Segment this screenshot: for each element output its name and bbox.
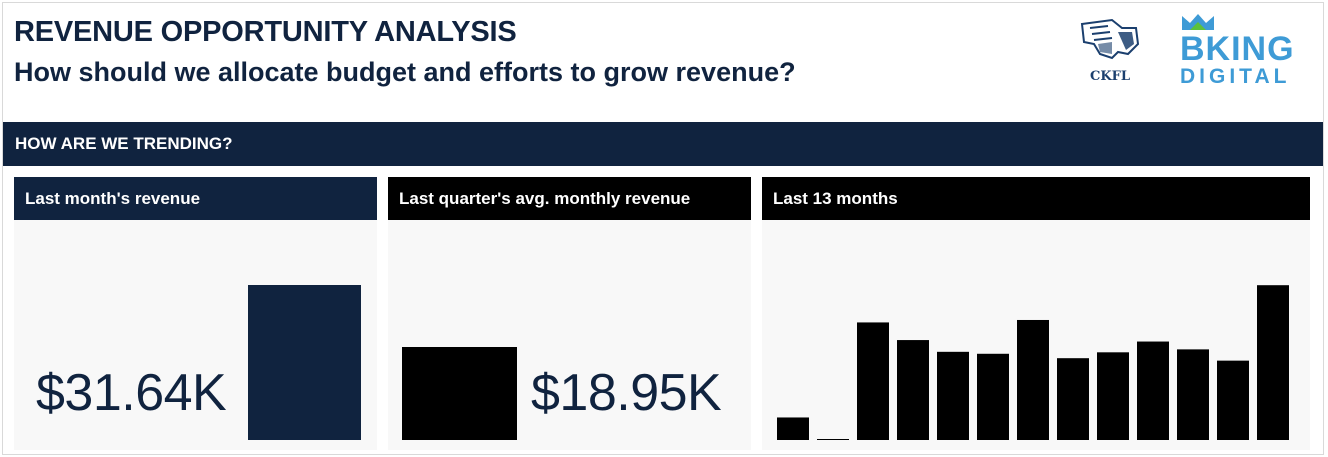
bking-logo-word: BKING — [1180, 30, 1295, 68]
chart-bar-month-12 — [1217, 360, 1249, 440]
bking-digital-logo: BKING DIGITAL — [1176, 12, 1316, 88]
chart-bar-month-3 — [857, 322, 889, 440]
card-last-13-months: Last 13 months — [762, 177, 1310, 450]
chart-bar-month-7 — [1017, 319, 1049, 440]
chart-bar-month-6 — [977, 353, 1009, 440]
ckfl-logo: CKFL — [1078, 14, 1142, 86]
chart-bar-month-2 — [817, 439, 849, 440]
card-last-month: Last month's revenue $31.64K — [14, 177, 377, 450]
crown-icon — [1182, 14, 1214, 30]
page-subtitle: How should we allocate budget and effort… — [14, 57, 796, 87]
chart-bar-month-5 — [937, 351, 969, 440]
chart-bar-month-4 — [897, 340, 929, 440]
chart-bar-month-8 — [1057, 358, 1089, 440]
kpi-last-month-value: $31.64K — [36, 364, 227, 422]
chart-bar-month-11 — [1177, 349, 1209, 440]
chart-bar-month-9 — [1097, 352, 1129, 440]
card-title: Last quarter's avg. monthly revenue — [388, 177, 751, 220]
card-title: Last month's revenue — [14, 177, 377, 220]
chart-bar-month-10 — [1137, 341, 1169, 440]
chart-bar-month-13 — [1257, 285, 1289, 440]
ckfl-logo-text: CKFL — [1090, 69, 1130, 84]
bking-logo-digital: DIGITAL — [1180, 65, 1291, 88]
card-last-quarter: Last quarter's avg. monthly revenue $18.… — [388, 177, 751, 450]
card-title: Last 13 months — [762, 177, 1310, 220]
last-quarter-bar — [402, 347, 517, 440]
last-13-months-chart — [777, 285, 1289, 440]
kpi-last-quarter-value: $18.95K — [531, 364, 722, 422]
chart-bar-month-1 — [777, 417, 809, 440]
page-title: REVENUE OPPORTUNITY ANALYSIS — [14, 16, 517, 48]
last-month-bar — [248, 285, 361, 440]
section-header-trending: HOW ARE WE TRENDING? — [3, 122, 1323, 166]
